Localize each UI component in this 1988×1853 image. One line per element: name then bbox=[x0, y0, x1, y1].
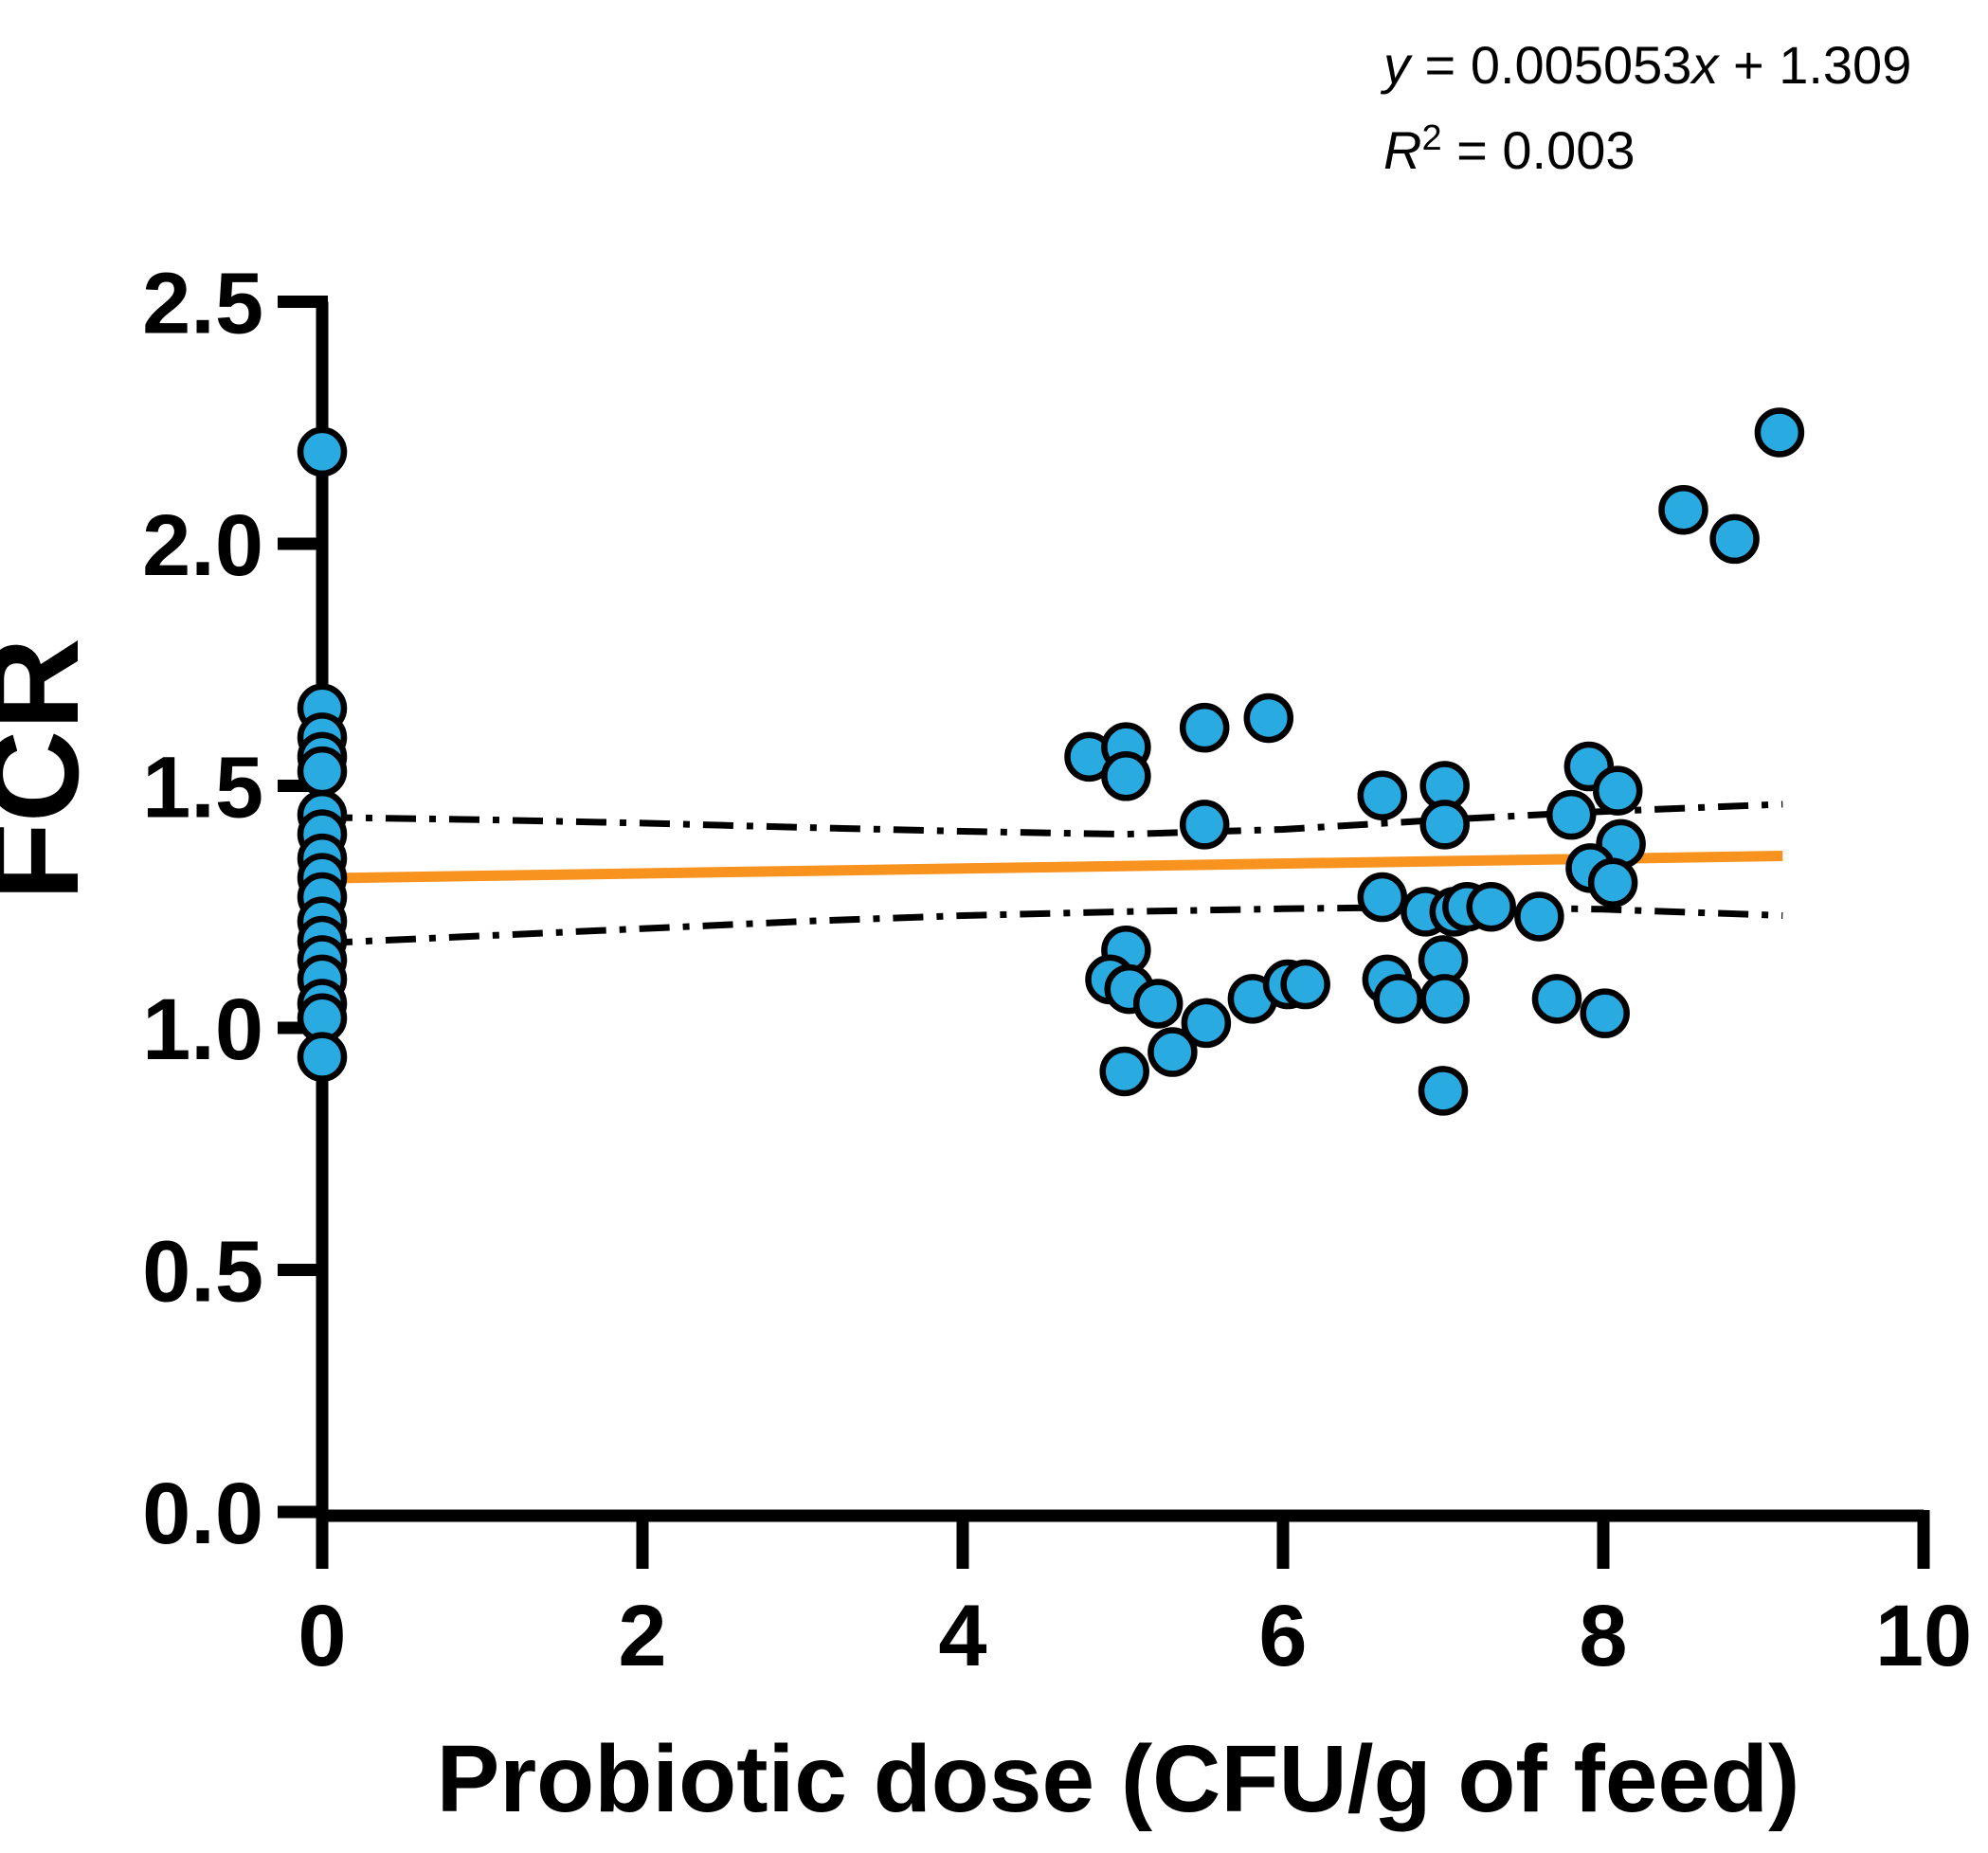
data-point bbox=[1531, 974, 1582, 1024]
x-axis-tick-label: 10 bbox=[1875, 1588, 1972, 1684]
y-axis-tick-label: 0.5 bbox=[142, 1224, 263, 1321]
x-axis-tick-label: 4 bbox=[938, 1588, 986, 1684]
equation-slope: = 0.005053 bbox=[1410, 35, 1691, 95]
data-point bbox=[1466, 882, 1516, 932]
axis-spines bbox=[316, 301, 1924, 1522]
data-point bbox=[1357, 770, 1408, 820]
r-squared-annotation: R2 = 0.003 bbox=[1383, 118, 1636, 180]
data-point bbox=[297, 1032, 348, 1082]
ci-upper-line bbox=[321, 801, 1783, 838]
axes: 0.0 0.5 1.0 1.5 2.0 2.5 0 2 4 6 8 10 bbox=[142, 256, 1972, 1685]
y-axis-tick-label: 2.5 bbox=[142, 256, 263, 352]
x-axis-title: Probiotic dose (CFU/g of feed) bbox=[437, 1726, 1800, 1832]
regression-equation: y = 0.005053x + 1.309 bbox=[1380, 35, 1911, 95]
data-point bbox=[1181, 998, 1232, 1049]
equation-y-symbol: y bbox=[1380, 35, 1413, 95]
data-point bbox=[1419, 974, 1470, 1024]
data-point bbox=[1280, 959, 1330, 1010]
data-point bbox=[1592, 765, 1643, 816]
data-point bbox=[1132, 979, 1184, 1029]
y-axis-tick-label: 1.5 bbox=[142, 740, 263, 837]
y-axis-tick-label: 1.0 bbox=[142, 981, 263, 1078]
regression-line bbox=[321, 851, 1783, 884]
data-point bbox=[1658, 484, 1708, 535]
data-point bbox=[1373, 974, 1423, 1024]
r-symbol: R bbox=[1383, 120, 1421, 180]
data-point bbox=[1709, 513, 1760, 565]
data-point bbox=[1101, 751, 1151, 801]
ci-lower-line bbox=[321, 903, 1783, 947]
data-point bbox=[1545, 789, 1597, 840]
equation-intercept: + 1.309 bbox=[1718, 35, 1911, 95]
data-point bbox=[297, 426, 348, 477]
y-axis-tick-label: 0.0 bbox=[142, 1466, 263, 1562]
data-point bbox=[1419, 800, 1470, 850]
fit-lines bbox=[321, 801, 1783, 947]
data-points bbox=[297, 407, 1805, 1116]
r-superscript: 2 bbox=[1421, 118, 1441, 158]
data-point bbox=[1587, 857, 1638, 908]
data-point bbox=[1099, 1046, 1149, 1097]
data-point bbox=[1754, 407, 1805, 458]
data-point bbox=[297, 746, 348, 797]
equation-x-symbol: x bbox=[1689, 35, 1720, 95]
data-point bbox=[1179, 800, 1230, 850]
data-point bbox=[1357, 872, 1408, 923]
y-axis-tick-label: 2.0 bbox=[142, 497, 263, 594]
data-point bbox=[1179, 702, 1230, 753]
data-point bbox=[1148, 1027, 1198, 1077]
data-point bbox=[1418, 1066, 1469, 1116]
data-point bbox=[1243, 693, 1294, 744]
x-axis-tick-label: 6 bbox=[1258, 1588, 1307, 1684]
x-axis-tick-label: 0 bbox=[298, 1588, 346, 1684]
y-axis-title: FCR bbox=[0, 638, 105, 900]
x-axis-tick-label: 2 bbox=[618, 1588, 666, 1684]
data-point bbox=[1580, 988, 1630, 1038]
x-axis-tick-label: 8 bbox=[1579, 1588, 1627, 1684]
data-point bbox=[1514, 891, 1564, 942]
r-squared-value: = 0.003 bbox=[1442, 120, 1636, 180]
